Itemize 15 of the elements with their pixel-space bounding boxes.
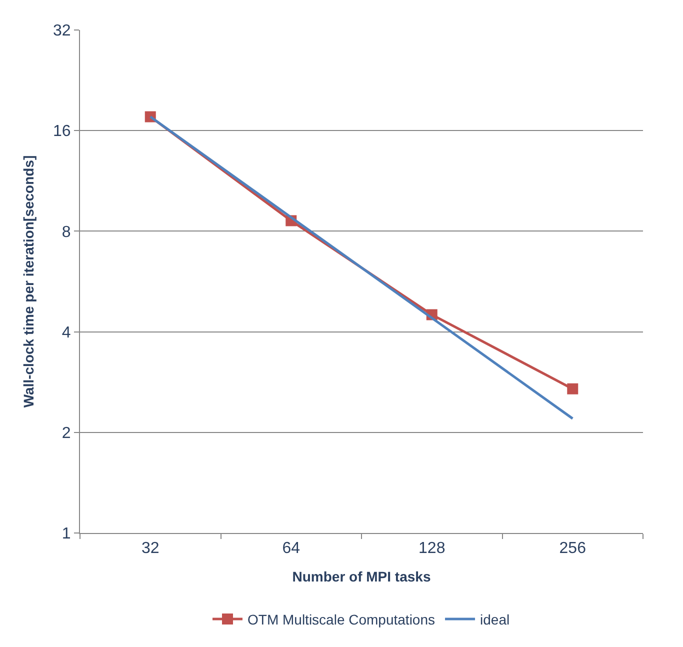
x-tick-label: 256	[559, 540, 586, 558]
x-axis-title: Number of MPI tasks	[292, 568, 431, 584]
x-tick-label: 64	[282, 540, 300, 558]
legend-label: OTM Multiscale Computations	[248, 611, 436, 628]
point	[567, 383, 578, 394]
x-tick-label: 128	[418, 540, 446, 558]
y-axis-title: Wall-clock time per iteration[seconds]	[20, 155, 37, 408]
y-tick-label: 2	[62, 425, 71, 442]
x-tick-label: 32	[141, 540, 160, 558]
y-tick-label: 16	[53, 123, 71, 140]
legend-label: ideal	[480, 611, 510, 628]
y-tick-label: 1	[62, 526, 71, 543]
y-tick-label: 8	[62, 224, 71, 241]
y-tick-label: 4	[62, 324, 71, 342]
y-tick-label: 32	[53, 22, 71, 40]
